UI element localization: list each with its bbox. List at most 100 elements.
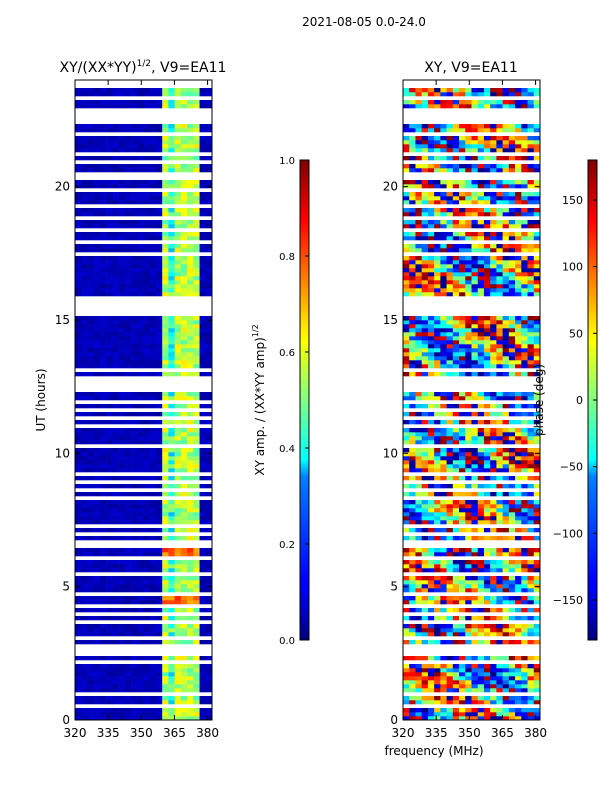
phase-cell xyxy=(415,412,422,417)
phase-cell xyxy=(515,624,522,629)
amplitude-cell xyxy=(118,600,126,605)
amplitude-cell xyxy=(143,184,151,189)
amplitude-cell xyxy=(118,256,126,261)
amplitude-cell xyxy=(87,248,94,253)
phase-cell xyxy=(496,340,503,345)
phase-cell xyxy=(471,248,479,253)
phase-cell xyxy=(434,684,441,689)
amplitude-cell xyxy=(93,448,101,453)
phase-cell xyxy=(490,124,497,129)
phase-cell xyxy=(446,656,454,661)
phase-cell xyxy=(471,348,479,353)
amplitude-cell xyxy=(93,124,101,129)
amplitude-cell xyxy=(87,332,94,337)
amplitude-cell xyxy=(87,232,94,237)
amplitude-cell xyxy=(155,672,163,677)
phase-cell xyxy=(533,288,541,293)
phase-cell xyxy=(452,128,460,133)
amplitude-cell xyxy=(87,608,94,613)
phase-cell xyxy=(421,208,429,213)
phase-cell xyxy=(421,264,429,269)
phase-cell xyxy=(508,688,516,693)
amplitude-cell xyxy=(131,236,138,241)
amplitude-cell xyxy=(106,180,113,185)
amplitude-cell xyxy=(199,628,207,633)
amplitude-cell xyxy=(149,552,157,557)
amplitude-cell xyxy=(187,464,194,469)
phase-cell xyxy=(465,212,472,217)
amplitude-cell xyxy=(162,680,169,685)
phase-cell xyxy=(483,668,491,673)
amplitude-cell xyxy=(81,560,88,565)
phase-cell xyxy=(521,676,528,681)
phase-cell xyxy=(409,328,416,333)
amplitude-cell xyxy=(149,596,157,601)
amplitude-cell xyxy=(93,144,101,149)
phase-cell xyxy=(490,316,497,321)
amplitude-cell xyxy=(93,360,101,365)
amplitude-cell xyxy=(162,236,169,241)
amplitude-cell xyxy=(81,256,88,261)
amplitude-cell xyxy=(112,348,119,353)
phase-cell xyxy=(434,256,441,261)
amplitude-cell xyxy=(81,404,88,409)
amplitude-cell xyxy=(99,640,107,645)
phase-cell xyxy=(459,548,466,553)
phase-cell xyxy=(508,616,516,621)
amplitude-cell xyxy=(106,220,113,225)
phase-cell xyxy=(403,484,410,489)
phase-cell xyxy=(421,624,429,629)
phase-cell xyxy=(496,412,503,417)
amplitude-cell xyxy=(81,164,88,169)
amplitude-cell xyxy=(205,232,213,237)
phase-cell xyxy=(440,236,447,241)
phase-cell xyxy=(434,292,441,297)
phase-cell xyxy=(403,192,410,197)
amplitude-cell xyxy=(137,264,144,269)
phase-cell xyxy=(527,404,535,409)
phase-cell xyxy=(434,420,441,425)
amplitude-cell xyxy=(162,344,169,349)
phase-cell xyxy=(471,656,479,661)
phase-cell xyxy=(446,192,454,197)
amplitude-cell xyxy=(93,212,101,217)
phase-cell xyxy=(515,492,522,497)
phase-cell xyxy=(496,268,503,273)
phase-cell xyxy=(434,528,441,533)
phase-cell xyxy=(502,336,510,341)
amplitude-cell xyxy=(112,640,119,645)
amplitude-cell xyxy=(174,364,182,369)
amplitude-cell xyxy=(106,356,113,361)
phase-cell xyxy=(415,88,422,93)
phase-cell xyxy=(465,464,472,469)
amplitude-cell xyxy=(187,440,194,445)
phase-cell xyxy=(521,528,528,533)
amplitude-cell xyxy=(118,684,126,689)
amplitude-cell xyxy=(81,576,88,581)
amplitude-cell xyxy=(199,476,207,481)
amplitude-cell xyxy=(112,436,119,441)
amplitude-cell xyxy=(118,624,126,629)
amplitude-cell xyxy=(112,100,119,105)
phase-cell xyxy=(409,224,416,229)
amplitude-cell xyxy=(137,248,144,253)
amplitude-cell xyxy=(155,684,163,689)
phase-cell xyxy=(459,688,466,693)
amplitude-cell xyxy=(168,232,175,237)
phase-cell xyxy=(477,708,485,713)
amplitude-cell xyxy=(87,156,94,161)
phase-cell xyxy=(477,364,485,369)
phase-cell xyxy=(527,432,535,437)
phase-cell xyxy=(508,568,516,573)
phase-cell xyxy=(496,656,503,661)
phase-cell xyxy=(490,568,497,573)
phase-cell xyxy=(471,580,479,585)
phase-cell xyxy=(446,180,454,185)
phase-cell xyxy=(459,144,466,149)
phase-cell xyxy=(403,548,410,553)
phase-cell xyxy=(403,580,410,585)
phase-cell xyxy=(415,512,422,517)
phase-cell xyxy=(465,564,472,569)
amplitude-cell xyxy=(81,136,88,141)
amplitude-cell xyxy=(143,588,151,593)
